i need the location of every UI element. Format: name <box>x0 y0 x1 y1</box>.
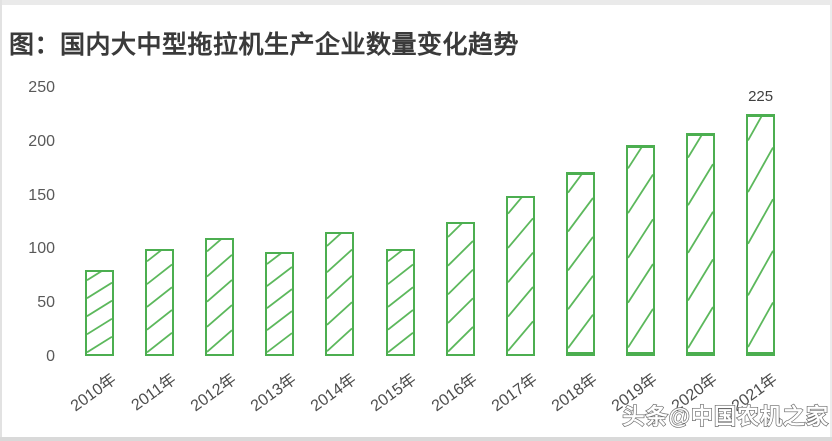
bar-hatch-pattern <box>448 224 473 354</box>
x-tick-label-2018年: 2018年 <box>548 371 601 416</box>
bar-hatch-pattern <box>207 240 232 354</box>
x-tick-label-2012年: 2012年 <box>187 371 240 416</box>
left-edge-line <box>0 0 2 441</box>
bar-hatch-pattern <box>327 234 352 354</box>
y-tick-label-100: 100 <box>28 240 55 258</box>
x-tick-label-2015年: 2015年 <box>368 371 420 416</box>
right-edge-line <box>830 0 832 441</box>
bar-hatch-pattern <box>628 148 653 352</box>
x-tick-label-2016年: 2016年 <box>428 371 481 416</box>
x-tick-label-2017年: 2017年 <box>488 371 541 416</box>
bar-hatch-pattern <box>147 251 172 354</box>
bar-2017年 <box>505 195 535 356</box>
y-tick-label-50: 50 <box>37 293 55 311</box>
bar-value-label: 225 <box>748 88 774 106</box>
watermark: 头条@中国农机之家 <box>622 403 829 429</box>
bar-2014年 <box>325 232 355 356</box>
bar-hatch-pattern <box>568 175 593 352</box>
bar-hatch-pattern <box>508 198 533 354</box>
y-tick-label-250: 250 <box>28 79 55 97</box>
x-tick-label-2011年: 2011年 <box>128 371 180 415</box>
bar-2010年 <box>85 270 114 356</box>
bar-hatch-pattern <box>388 251 413 354</box>
y-tick-label-0: 0 <box>46 347 55 365</box>
y-tick-label-200: 200 <box>28 132 55 150</box>
bar-hatch-pattern <box>688 136 713 352</box>
bar-hatch-pattern <box>748 117 773 352</box>
bar-hatch-pattern <box>267 254 292 354</box>
x-tick-label-2014年: 2014年 <box>308 371 360 416</box>
bar-2020年 <box>686 132 715 356</box>
chart-title: 图：国内大中型拖拉机生产企业数量变化趋势 <box>9 31 520 59</box>
bar-hatch-pattern <box>87 272 112 354</box>
bar-2012年 <box>205 237 235 356</box>
bar-2015年 <box>385 248 415 356</box>
bar-2013年 <box>265 251 295 356</box>
x-tick-label-2013年: 2013年 <box>248 371 300 416</box>
bar-2019年 <box>625 145 655 356</box>
bar-2016年 <box>445 221 475 356</box>
y-tick-label-150: 150 <box>28 186 55 204</box>
x-tick-label-2010年: 2010年 <box>67 371 120 416</box>
bar-2018年 <box>565 172 595 356</box>
top-edge-strip <box>0 0 832 5</box>
bar-2021年 <box>746 114 776 356</box>
bar-2011年 <box>145 248 175 356</box>
bottom-edge-strip <box>0 437 832 441</box>
